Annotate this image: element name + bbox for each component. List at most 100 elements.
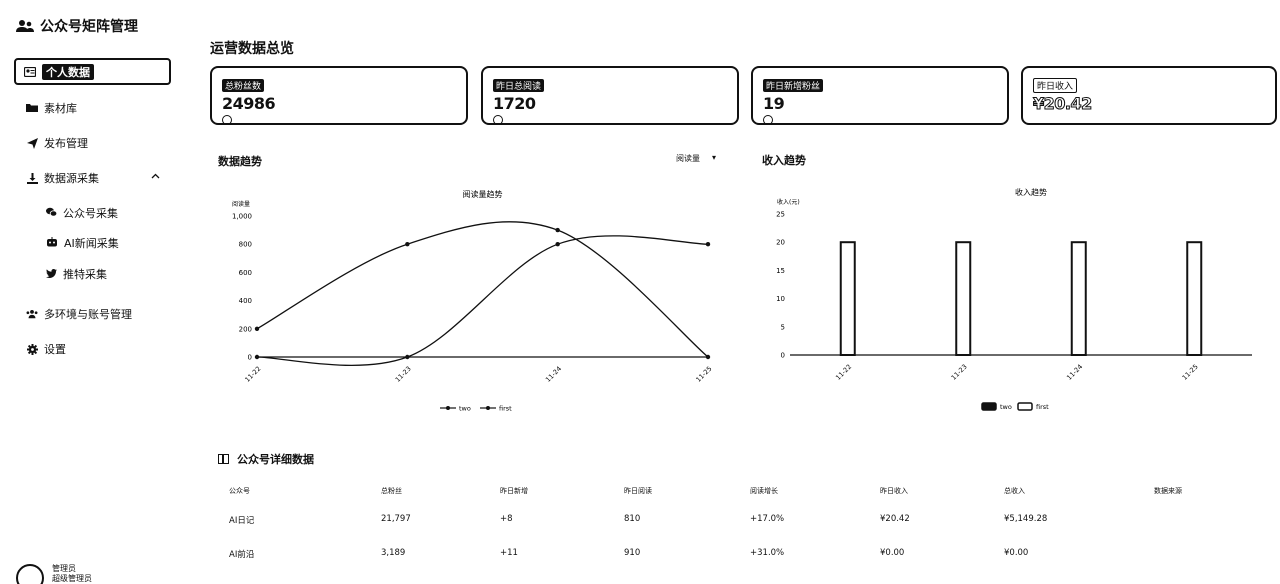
- data-point: [254, 326, 260, 331]
- sidebar-subitem-label: 推特采集: [63, 268, 107, 281]
- stat-value: ¥20.42: [1033, 94, 1093, 114]
- avatar: [16, 564, 44, 584]
- table-header-cell: 公众号: [229, 487, 250, 495]
- y-tick-label: 0: [248, 354, 252, 362]
- table-cell: +17.0%: [750, 514, 785, 524]
- y-tick-label: 400: [239, 297, 252, 305]
- table-header-cell: 昨日收入: [880, 487, 908, 495]
- table-title: 公众号详细数据: [218, 451, 314, 467]
- legend-marker: [486, 406, 490, 410]
- x-tick-label: 11-25: [1181, 363, 1200, 382]
- y-tick-label: 800: [239, 241, 252, 249]
- sidebar-item-label: 设置: [44, 343, 66, 356]
- users-logo-icon: [16, 20, 34, 32]
- sidebar-subitem-ai-news[interactable]: AI新闻采集: [46, 235, 119, 251]
- trend-title: 数据趋势: [218, 155, 262, 168]
- sidebar-item-data-source[interactable]: 数据源采集: [26, 170, 99, 186]
- users-icon: [222, 115, 232, 125]
- sidebar-item-label: 数据源采集: [44, 172, 99, 185]
- y-tick-label: 600: [239, 269, 252, 277]
- table-cell: 910: [624, 548, 641, 558]
- stat-label: 昨日新增粉丝: [763, 79, 824, 92]
- x-tick-label: 11-24: [1065, 363, 1084, 382]
- x-tick-label: 11-22: [243, 365, 262, 384]
- stat-card-yesterday-income: 昨日收入 ¥20.42: [1021, 66, 1277, 125]
- chart-title: 阅读量趋势: [463, 189, 503, 199]
- x-tick-label: 11-25: [694, 365, 713, 384]
- table-header-cell: 阅读增长: [750, 487, 778, 495]
- page-title: 运营数据总览: [210, 41, 294, 57]
- y-axis-label: 阅读量: [232, 200, 250, 208]
- legend-label: first: [1036, 403, 1049, 411]
- download-icon: [26, 172, 38, 184]
- metric-select[interactable]: 阅读量 ▾: [676, 153, 716, 164]
- sidebar-item-personal-data[interactable]: 个人数据: [14, 58, 171, 85]
- data-point: [555, 242, 560, 247]
- y-tick-label: 200: [239, 325, 252, 333]
- user-plus-icon: [763, 115, 773, 125]
- y-axis-label: 收入(元): [777, 198, 800, 206]
- stat-card-yesterday-reads: 昨日总阅读 1720: [481, 66, 739, 125]
- table-cell: 3,189: [381, 548, 406, 558]
- x-tick-label: 11-24: [544, 365, 563, 384]
- data-point: [405, 354, 410, 360]
- data-point: [555, 227, 560, 233]
- bar: [955, 241, 972, 357]
- users-icon: [26, 308, 38, 320]
- x-tick-label: 11-22: [834, 363, 853, 382]
- stat-card-new-fans: 昨日新增粉丝 19: [751, 66, 1009, 125]
- sidebar-subitem-twitter[interactable]: 推特采集: [46, 266, 107, 282]
- table-cell: +11: [500, 548, 518, 558]
- user-role: 超级管理员: [52, 574, 92, 583]
- sidebar-item-materials[interactable]: 素材库: [26, 100, 77, 116]
- table-header-cell: 数据来源: [1154, 487, 1182, 495]
- y-tick-label: 25: [776, 211, 785, 219]
- series-line-two: [256, 221, 709, 358]
- sidebar-item-publish[interactable]: 发布管理: [26, 135, 88, 151]
- gear-icon: [26, 343, 38, 355]
- y-tick-label: 1,000: [232, 213, 252, 221]
- stat-label: 昨日收入: [1033, 78, 1078, 93]
- legend-label: two: [459, 405, 471, 413]
- sidebar-subitem-label: 公众号采集: [63, 207, 118, 220]
- table-cell: +8: [500, 514, 513, 524]
- sidebar-item-accounts[interactable]: 多环境与账号管理: [26, 306, 132, 322]
- metric-select-value: 阅读量: [676, 154, 700, 163]
- twitter-icon: [46, 268, 57, 281]
- bar: [839, 241, 856, 357]
- table-cell: 21,797: [381, 514, 411, 524]
- legend-label: first: [499, 405, 512, 413]
- sidebar-subitem-label: AI新闻采集: [64, 237, 119, 250]
- user-name: 管理员: [52, 564, 76, 573]
- table-cell: ¥20.42: [880, 514, 910, 524]
- caret-down-icon: ▾: [712, 153, 717, 162]
- sidebar: 公众号矩阵管理 个人数据 素材库 发布管理 数据源采集 公众号采集: [0, 0, 185, 584]
- sidebar-item-label: 多环境与账号管理: [44, 308, 132, 321]
- user-profile[interactable]: 管理员 超级管理员: [16, 564, 92, 584]
- data-point: [405, 242, 410, 247]
- sidebar-item-settings[interactable]: 设置: [26, 341, 66, 357]
- sidebar-subitem-wechat[interactable]: 公众号采集: [46, 205, 118, 221]
- legend-label: two: [1000, 403, 1012, 411]
- sidebar-item-label: 发布管理: [44, 137, 88, 150]
- y-tick-label: 15: [776, 267, 785, 275]
- legend-marker: [446, 406, 450, 410]
- chevron-up-icon[interactable]: [151, 171, 160, 182]
- table-header-cell: 昨日阅读: [624, 487, 652, 495]
- table-header-cell: 昨日新增: [500, 487, 528, 495]
- brand-title: 公众号矩阵管理: [40, 19, 138, 35]
- table-header-cell: 总粉丝: [381, 487, 402, 495]
- sidebar-item-label: 个人数据: [42, 63, 94, 80]
- data-point: [254, 354, 260, 360]
- stat-value: 1720: [493, 94, 536, 113]
- x-tick-label: 11-23: [950, 363, 969, 382]
- x-tick-label: 11-23: [394, 365, 413, 384]
- table-cell: ¥0.00: [1004, 548, 1029, 558]
- series-line-first: [256, 235, 709, 366]
- stat-label: 昨日总阅读: [493, 79, 545, 92]
- table-cell: 810: [624, 514, 641, 524]
- income-title: 收入趋势: [762, 154, 806, 167]
- chart-title: 收入趋势: [1015, 187, 1047, 197]
